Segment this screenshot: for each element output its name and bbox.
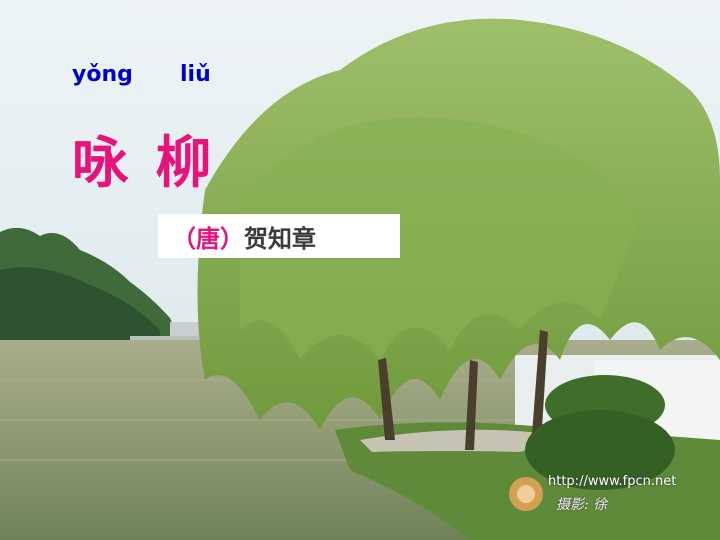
author-label: （唐） 贺知章 [158,214,400,258]
author-dynasty: （唐） [172,224,244,253]
poem-title: 咏 柳 [72,131,216,196]
pinyin-yong: yǒng [72,62,133,87]
watermark-url: http://www.fpcn.net [548,474,677,489]
photographer-signature-watermark: 摄影: 徐 [556,497,608,513]
pinyin-liu: liǔ [180,62,211,87]
author-name: 贺知章 [244,224,316,253]
